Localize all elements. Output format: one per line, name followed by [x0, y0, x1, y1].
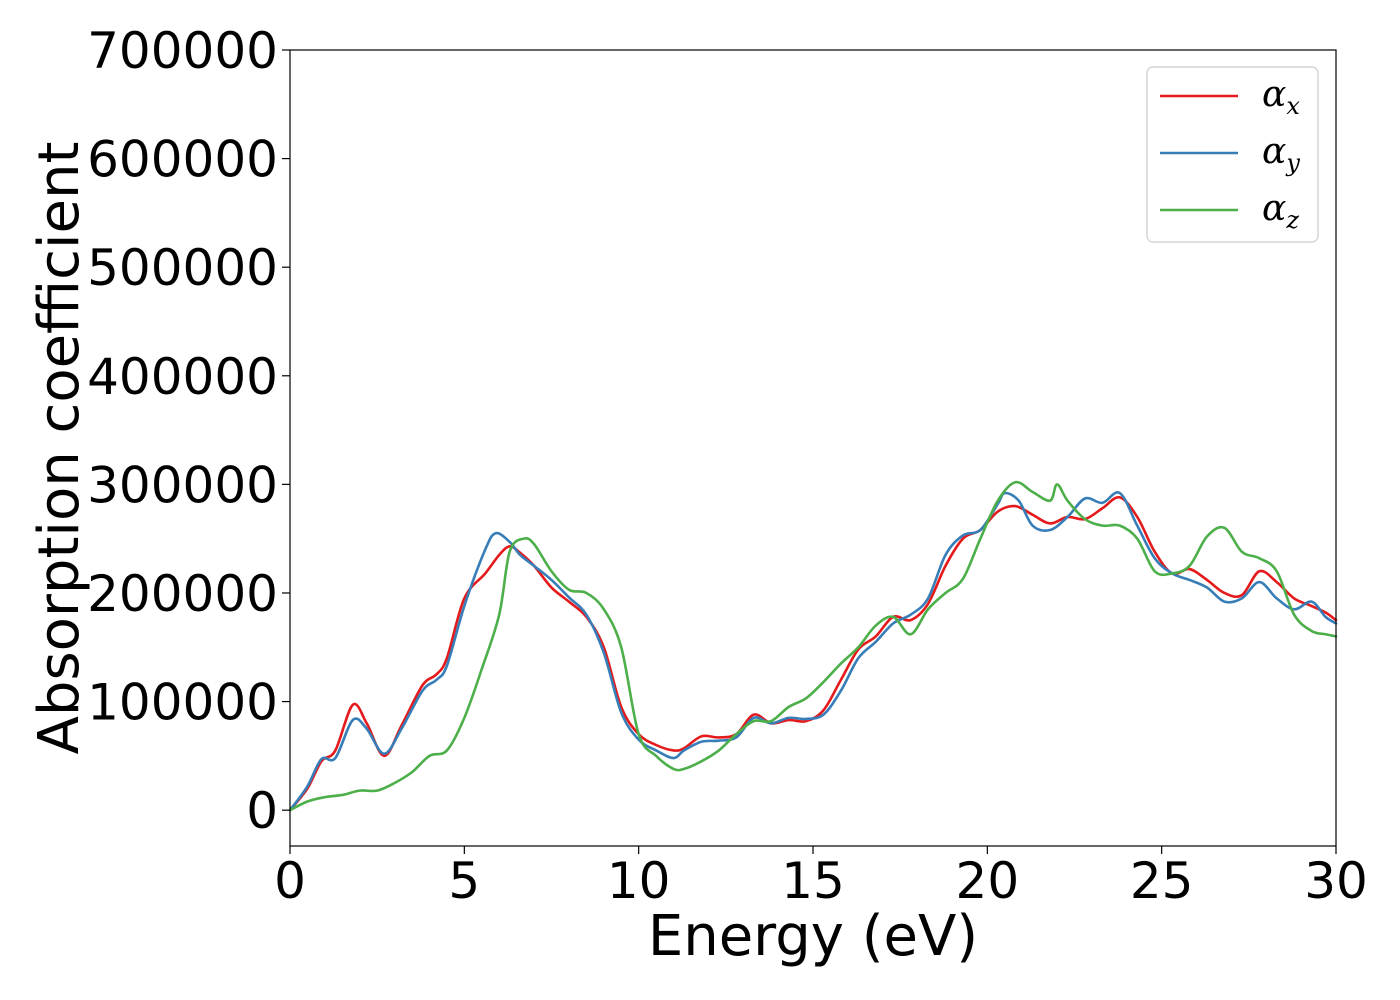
series-line-y — [288, 491, 1338, 812]
legend-label-z: αz — [1262, 188, 1299, 234]
y-tick-label: 300000 — [87, 456, 278, 514]
y-tick-label: 500000 — [87, 239, 278, 297]
x-tick-label: 20 — [956, 852, 1020, 910]
y-tick-label: 100000 — [87, 674, 278, 732]
x-tick-label: 5 — [448, 852, 480, 910]
x-tick-label: 15 — [781, 852, 845, 910]
y-tick-label: 400000 — [87, 348, 278, 406]
legend-label-y: αy — [1262, 131, 1300, 177]
y-tick-label: 600000 — [87, 131, 278, 189]
series-group — [288, 480, 1338, 812]
x-axis: 0 5 10 15 20 25 30 — [274, 846, 1368, 910]
legend-label-x: αx — [1262, 74, 1300, 120]
legend: αx αy αz — [1146, 66, 1319, 243]
x-tick-label: 0 — [274, 852, 306, 910]
x-tick-label: 30 — [1304, 852, 1368, 910]
series-line-x — [288, 496, 1338, 812]
y-tick-label: 700000 — [87, 22, 278, 80]
series-line-z — [288, 480, 1338, 812]
x-tick-label: 25 — [1130, 852, 1194, 910]
y-tick-label: 0 — [246, 782, 278, 840]
y-tick-label: 200000 — [87, 565, 278, 623]
y-axis-title: Absorption coefficient — [27, 142, 92, 755]
x-axis-title: Energy (eV) — [648, 904, 978, 969]
y-axis: 0 100000 200000 300000 400000 500000 600000 700… — [87, 22, 290, 840]
x-tick-label: 10 — [607, 852, 671, 910]
legend-box — [1146, 66, 1319, 243]
